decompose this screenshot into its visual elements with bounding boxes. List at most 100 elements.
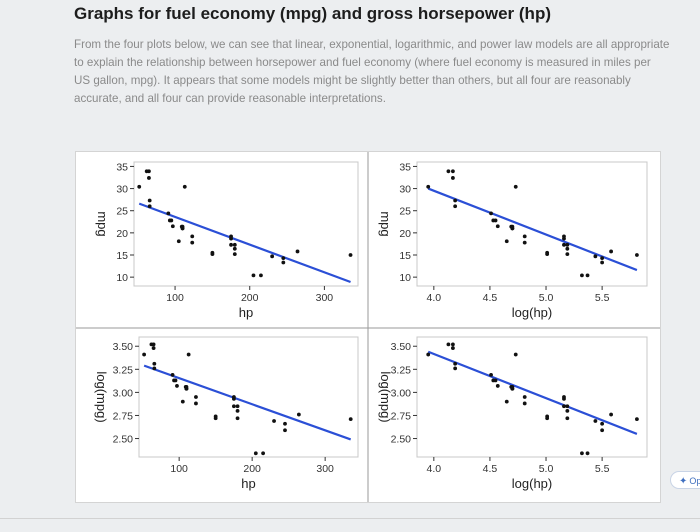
y-tick-label: 3.00 [391,387,412,399]
data-point [522,401,527,406]
data-point [283,428,287,433]
x-tick-label: 5.5 [595,463,610,475]
x-tick-label: 100 [166,292,184,304]
y-tick-label: 20 [399,228,411,240]
x-axis-label: hp [239,305,253,320]
data-point [235,416,240,421]
data-point [232,404,236,409]
x-tick-label: 4.5 [483,463,498,475]
data-point [152,366,157,371]
options-chip[interactable]: ✦ Op [670,471,700,489]
data-point [580,451,584,456]
data-point [175,384,179,388]
data-point [495,224,500,229]
y-tick-label: 2.75 [113,410,134,422]
data-point [446,169,451,174]
data-point [565,252,570,257]
data-point [182,184,187,189]
scatter-figure-panel: 10 15 20 25 30 35 100 200 300 hp mpg 10 15 20 25 30 35 4.… [75,151,661,503]
y-tick-label: 30 [116,184,128,196]
data-point [565,404,570,409]
x-tick-label: 200 [243,463,261,475]
y-axis-label: log(mpg) [378,371,393,422]
x-tick-label: 4.5 [483,292,498,304]
y-tick-label: 15 [116,250,128,262]
data-point [235,408,240,413]
data-point [562,242,566,247]
scatter-plots-figure: 10 15 20 25 30 35 100 200 300 hp mpg 10 15 20 25 30 35 4.… [76,152,660,502]
y-tick-label: 3.00 [113,387,134,399]
data-point [545,250,550,255]
data-point [585,451,590,456]
data-point [213,414,218,419]
fit-line [138,202,351,284]
plot-frame [416,161,648,287]
data-point [565,416,570,421]
data-point [562,395,566,399]
plot-frame [416,336,648,458]
data-point [635,417,639,422]
data-point [453,198,458,203]
data-point [513,352,518,357]
data-point [253,451,258,456]
data-point [493,218,498,223]
plot-logmpg-vs-loghp: 2.50 2.75 3.00 3.25 3.50 4.0 4.5 5.0 5.5 log(hp) l… [378,336,648,491]
data-point [261,451,265,456]
y-tick-label: 3.50 [391,341,412,353]
y-tick-label: 3.50 [113,341,134,353]
y-axis-label: mpg [95,211,110,236]
data-point [184,384,189,389]
data-point [600,260,605,265]
data-point [147,204,152,209]
data-point [147,169,151,174]
y-tick-label: 25 [399,206,411,218]
data-point [453,204,458,209]
data-point [232,242,237,247]
data-point [609,412,613,417]
data-point [296,412,301,417]
data-point [186,352,191,357]
data-point [513,184,518,189]
x-tick-label: 5.5 [595,292,610,304]
data-point [426,184,431,189]
data-point [493,378,498,383]
data-point [151,342,156,347]
x-tick-label: 300 [316,463,334,475]
y-tick-label: 3.25 [113,364,134,376]
data-point [194,401,198,406]
y-axis-label: log(mpg) [94,371,109,422]
data-point [545,414,550,419]
intro-paragraph: From the four plots below, we can see th… [74,38,670,105]
data-point [348,253,353,257]
data-point [600,256,605,260]
y-tick-label: 2.75 [391,410,412,422]
data-point [426,352,431,357]
fit-line [427,350,638,435]
data-point [176,239,181,244]
data-point [510,224,515,229]
data-point [295,249,300,254]
data-point [489,211,493,216]
x-tick-label: 4.0 [427,463,442,475]
page-title: Graphs for fuel economy (mpg) and gross … [74,4,551,23]
data-point [522,234,527,239]
data-point [451,169,455,174]
data-point [585,273,590,278]
data-point [600,421,605,426]
data-point [504,239,509,244]
data-point [281,260,286,265]
data-point [593,419,598,423]
data-point [510,384,515,389]
data-point [609,249,613,254]
data-point [446,342,451,347]
plot-mpg-vs-loghp: 10 15 20 25 30 35 4.0 4.5 5.0 5.5 log(hp) mpg [378,161,648,320]
data-point [147,198,152,203]
data-point [194,395,198,399]
data-point [229,234,233,239]
data-point [522,395,527,399]
data-point [504,399,509,404]
data-point [210,250,215,255]
data-point [635,253,639,257]
x-tick-label: 5.0 [539,292,554,304]
data-point [235,404,240,409]
